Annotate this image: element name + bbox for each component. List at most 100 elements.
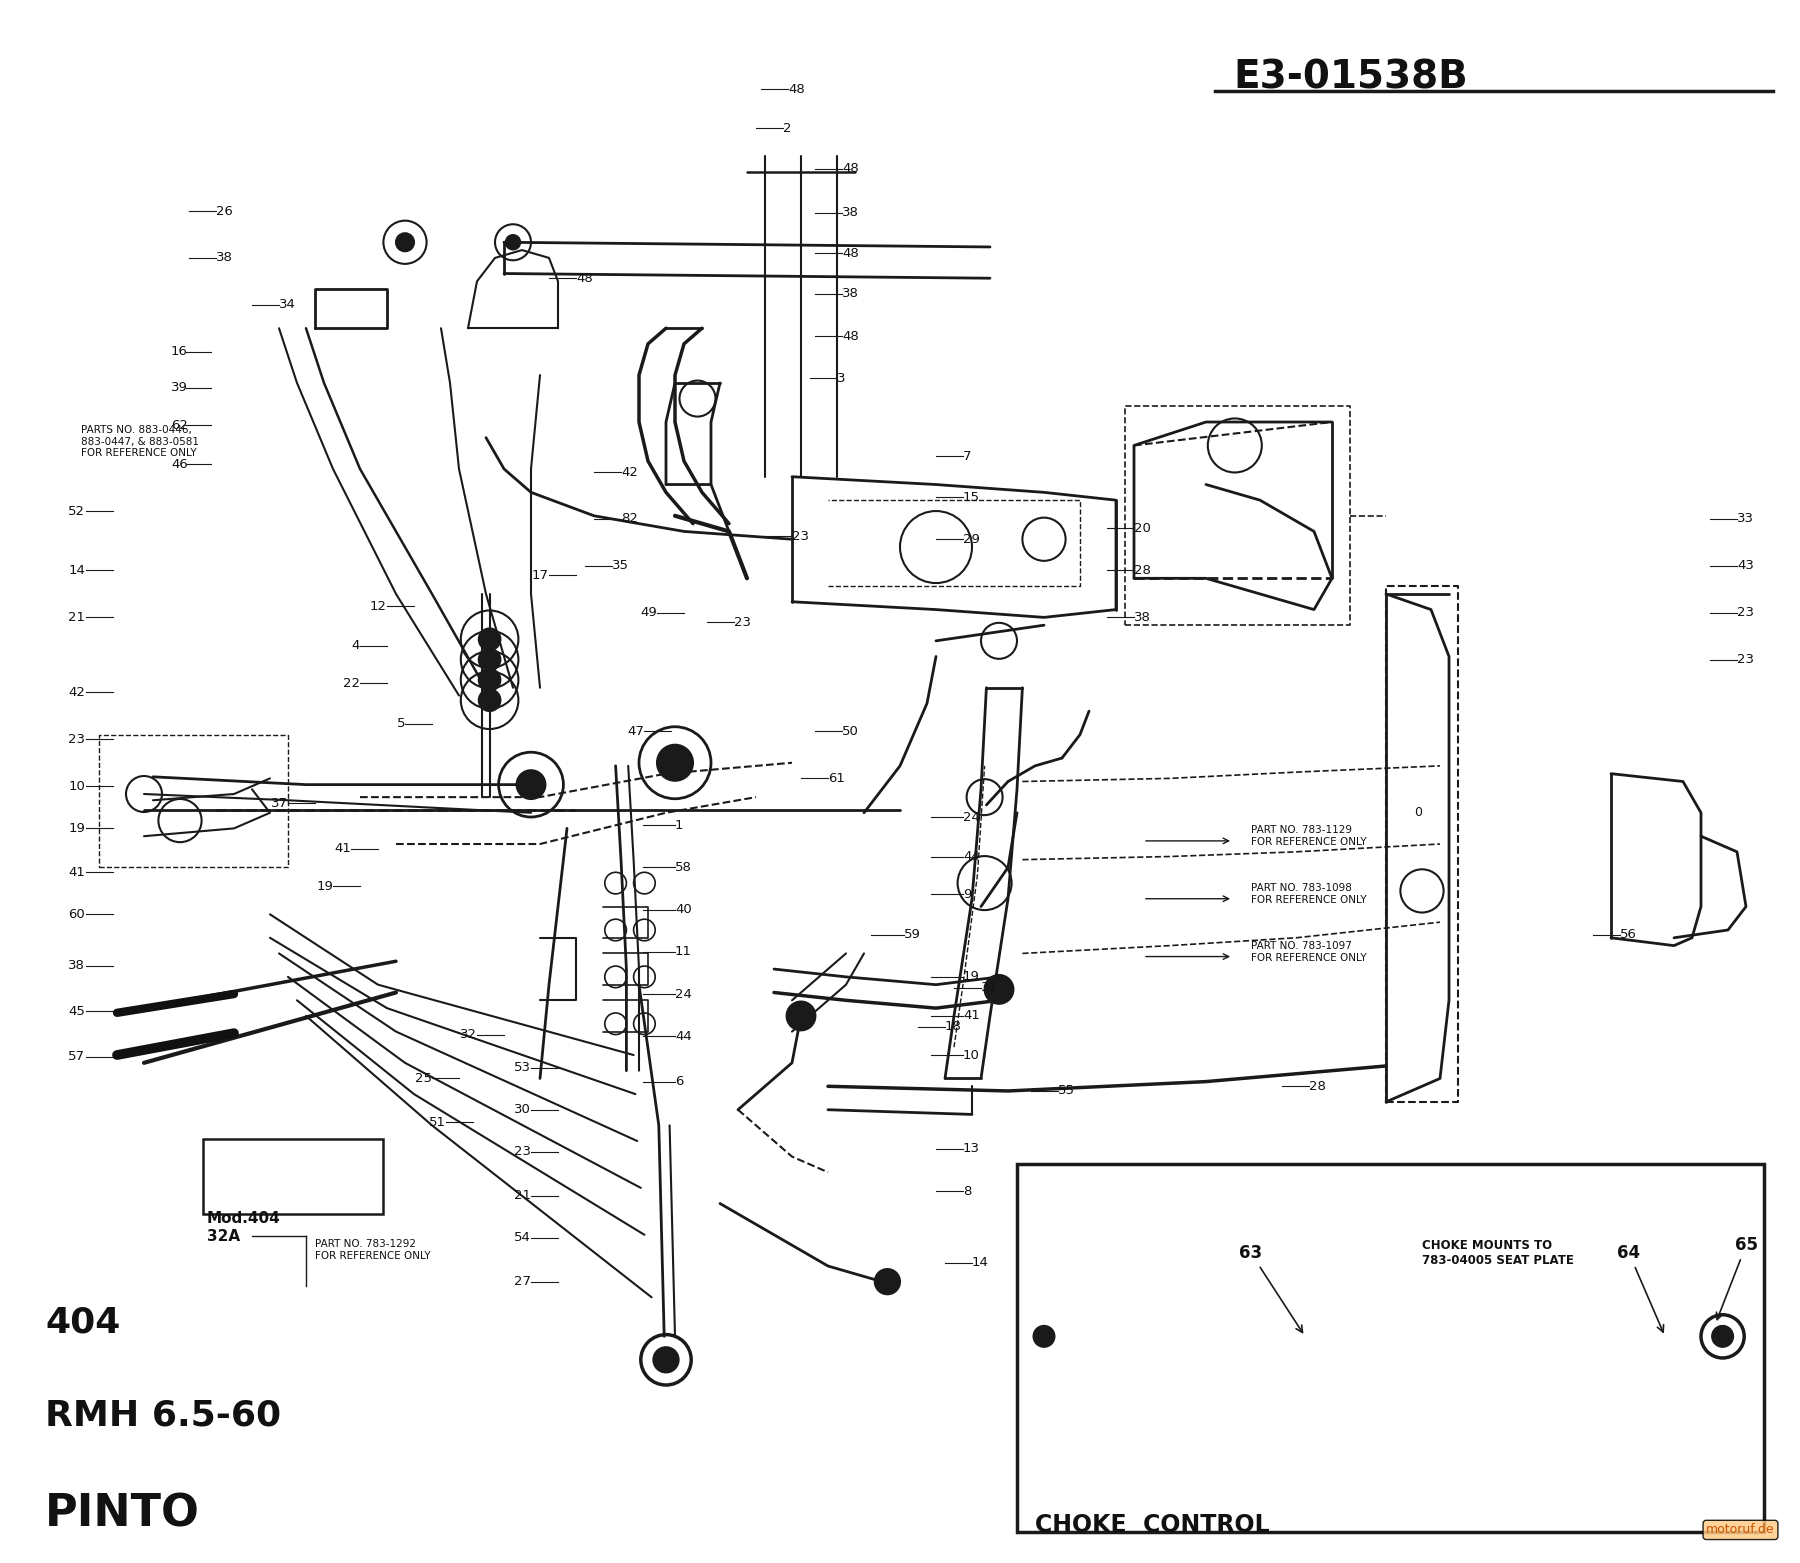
Text: 7: 7 [963, 450, 972, 463]
Text: 44: 44 [675, 1030, 691, 1043]
Text: 58: 58 [675, 861, 691, 874]
Text: 46: 46 [171, 458, 187, 470]
Text: 29: 29 [963, 533, 979, 545]
Text: 2: 2 [783, 122, 792, 134]
Text: 48: 48 [842, 163, 859, 175]
Text: 59: 59 [904, 928, 920, 941]
Text: 23: 23 [734, 616, 751, 628]
Text: 19: 19 [68, 822, 85, 835]
Text: 64: 64 [1618, 1244, 1663, 1332]
Text: 42: 42 [68, 686, 85, 699]
Text: 38: 38 [68, 960, 85, 972]
Text: 32: 32 [461, 1028, 477, 1041]
Text: CHOKE  CONTROL: CHOKE CONTROL [1035, 1513, 1269, 1536]
Text: 6: 6 [675, 1075, 684, 1088]
Text: 50: 50 [842, 725, 859, 738]
Text: Mod.404
32A: Mod.404 32A [207, 1211, 281, 1244]
Text: PARTS NO. 883-0446,
883-0447, & 883-0581
FOR REFERENCE ONLY: PARTS NO. 883-0446, 883-0447, & 883-0581… [81, 425, 200, 458]
Text: 23: 23 [68, 733, 85, 746]
Text: 62: 62 [171, 419, 187, 431]
Text: 14: 14 [972, 1257, 988, 1269]
Circle shape [517, 771, 545, 799]
Text: 31: 31 [981, 982, 997, 994]
Text: 23: 23 [1737, 606, 1753, 619]
Circle shape [396, 233, 414, 252]
Circle shape [479, 669, 500, 691]
Text: 54: 54 [515, 1232, 531, 1244]
Text: CHOKE MOUNTS TO
783-04005 SEAT PLATE: CHOKE MOUNTS TO 783-04005 SEAT PLATE [1422, 1239, 1573, 1268]
Text: 10: 10 [963, 1049, 979, 1061]
Text: 19: 19 [963, 971, 979, 983]
Text: 38: 38 [216, 252, 232, 264]
Text: 41: 41 [335, 842, 351, 855]
Text: 55: 55 [1058, 1085, 1075, 1097]
Text: 11: 11 [675, 946, 691, 958]
Circle shape [985, 975, 1013, 1003]
Text: 26: 26 [216, 205, 232, 217]
Text: 25: 25 [416, 1072, 432, 1085]
Text: 65: 65 [1717, 1236, 1757, 1319]
Text: 38: 38 [842, 288, 859, 300]
Circle shape [479, 628, 500, 650]
Text: 41: 41 [68, 866, 85, 878]
Text: 47: 47 [628, 725, 644, 738]
Text: PINTO: PINTO [45, 1493, 200, 1536]
Circle shape [479, 689, 500, 711]
Text: 21: 21 [515, 1189, 531, 1202]
Text: 0: 0 [1415, 807, 1422, 819]
Text: 24: 24 [675, 988, 691, 1000]
Text: 22: 22 [344, 677, 360, 689]
Circle shape [479, 649, 500, 671]
Text: 48: 48 [576, 272, 592, 284]
Circle shape [875, 1269, 900, 1294]
Text: 52: 52 [68, 505, 85, 517]
Text: 48: 48 [842, 330, 859, 342]
Text: 30: 30 [515, 1103, 531, 1116]
Text: 57: 57 [68, 1050, 85, 1063]
Text: 19: 19 [317, 880, 333, 892]
Text: 44: 44 [963, 850, 979, 863]
Bar [1017, 1164, 1764, 1532]
Text: PART NO. 783-1129
FOR REFERENCE ONLY: PART NO. 783-1129 FOR REFERENCE ONLY [1251, 825, 1366, 847]
Text: E3-01538B: E3-01538B [1233, 59, 1467, 97]
Text: 41: 41 [963, 1010, 979, 1022]
Text: 82: 82 [621, 513, 637, 525]
Circle shape [657, 744, 693, 782]
Text: 38: 38 [1134, 611, 1150, 624]
Text: 48: 48 [842, 247, 859, 259]
Text: 39: 39 [171, 381, 187, 394]
Text: 17: 17 [533, 569, 549, 581]
Text: 60: 60 [68, 908, 85, 921]
Text: 13: 13 [963, 1143, 979, 1155]
Text: 3: 3 [837, 372, 846, 384]
Text: 5: 5 [396, 717, 405, 730]
Text: 18: 18 [945, 1021, 961, 1033]
Text: 20: 20 [1134, 522, 1150, 535]
Bar [203, 1139, 383, 1214]
Text: 61: 61 [828, 772, 844, 785]
Text: PART NO. 783-1292
FOR REFERENCE ONLY: PART NO. 783-1292 FOR REFERENCE ONLY [315, 1239, 430, 1261]
Text: 16: 16 [171, 345, 187, 358]
Text: 63: 63 [1240, 1244, 1303, 1333]
Text: PART NO. 783-1097
FOR REFERENCE ONLY: PART NO. 783-1097 FOR REFERENCE ONLY [1251, 941, 1366, 963]
Circle shape [653, 1347, 679, 1372]
Text: 37: 37 [272, 797, 288, 810]
Text: 34: 34 [279, 299, 295, 311]
Text: 40: 40 [675, 903, 691, 916]
Text: 23: 23 [515, 1146, 531, 1158]
Circle shape [787, 1002, 815, 1030]
Text: 24: 24 [963, 811, 979, 824]
Text: 28: 28 [1134, 564, 1150, 577]
Text: 33: 33 [1737, 513, 1753, 525]
Text: 404: 404 [45, 1305, 121, 1339]
Text: 48: 48 [788, 83, 805, 95]
Text: 56: 56 [1620, 928, 1636, 941]
Text: 23: 23 [1737, 653, 1753, 666]
Circle shape [1033, 1325, 1055, 1347]
Text: 28: 28 [1309, 1080, 1325, 1093]
Text: 49: 49 [641, 606, 657, 619]
Circle shape [506, 234, 520, 250]
Text: 42: 42 [621, 466, 637, 478]
Text: 53: 53 [515, 1061, 531, 1074]
Text: 10: 10 [68, 780, 85, 792]
